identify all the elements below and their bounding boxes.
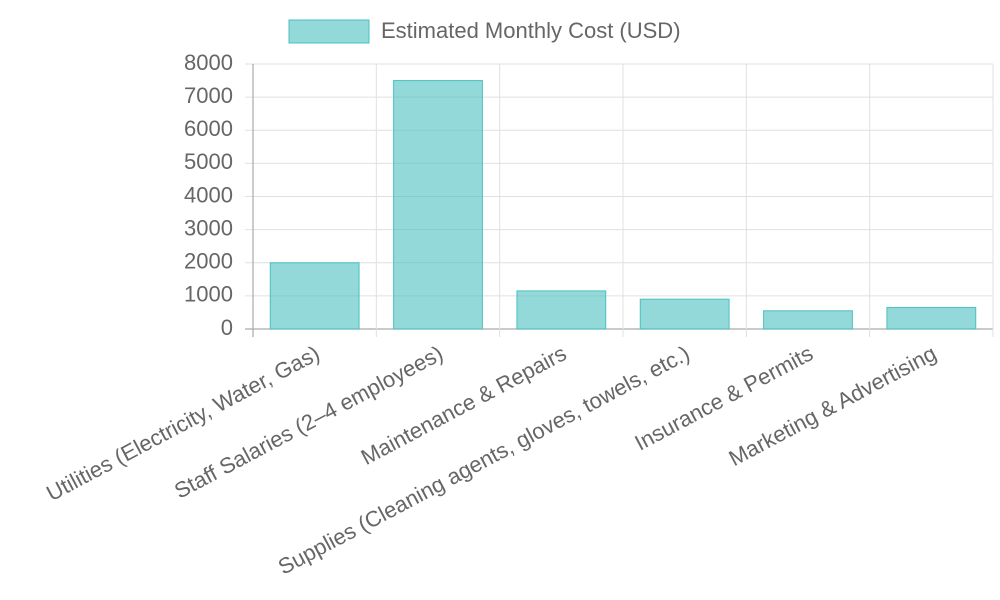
bar (393, 80, 483, 330)
x-tick-label: Marketing & Advertising (725, 340, 941, 471)
bar (886, 306, 977, 330)
bar (516, 290, 607, 330)
x-tick-label: Maintenance & Repairs (357, 340, 571, 469)
legend-swatch (288, 19, 370, 44)
y-tick-label: 8000 (184, 50, 233, 75)
y-tick-label: 1000 (184, 282, 233, 307)
bar (269, 262, 360, 330)
y-tick-label: 4000 (184, 182, 233, 207)
y-tick-label: 5000 (184, 149, 233, 174)
y-tick-label: 6000 (184, 116, 233, 141)
bar (763, 310, 853, 330)
y-tick-label: 2000 (184, 249, 233, 274)
y-tick-label: 7000 (184, 83, 233, 108)
bar (639, 298, 730, 330)
y-tick-label: 0 (221, 315, 233, 340)
y-tick-label: 3000 (184, 215, 233, 240)
legend-label: Estimated Monthly Cost (USD) (381, 18, 681, 43)
x-tick-label: Supplies (Cleaning agents, gloves, towel… (274, 340, 694, 579)
